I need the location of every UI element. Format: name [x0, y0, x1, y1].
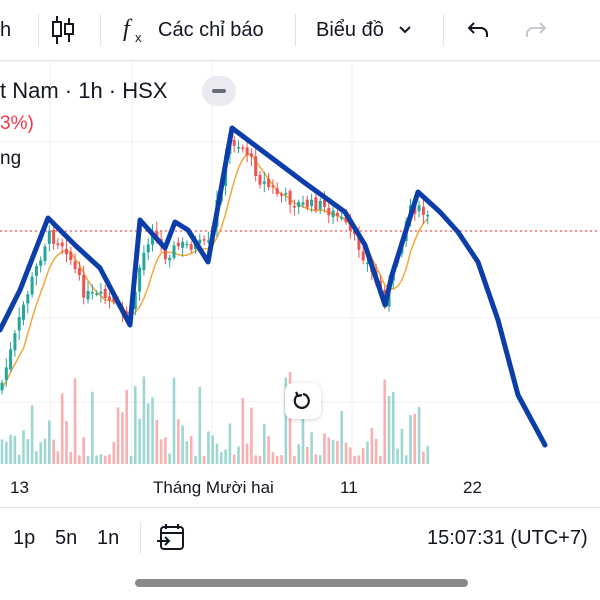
reset-icon [293, 391, 310, 409]
fx-icon: f x [123, 16, 142, 45]
interval-1d-button[interactable]: 1n [97, 508, 119, 568]
interval-label: 5n [55, 526, 78, 549]
chart-style-button[interactable] [50, 0, 76, 60]
svg-text:f: f [123, 16, 133, 42]
candlestick-icon [52, 16, 74, 44]
chevron-down-icon [399, 26, 411, 34]
change-percent: 3%) [0, 113, 34, 134]
time-label: 15:07:31 (UTC+7) [427, 526, 588, 549]
interval-label: 1n [97, 526, 120, 549]
goto-date-button[interactable] [156, 508, 186, 568]
interval-button-partial[interactable]: h [0, 0, 11, 60]
hand-drawn-trendline[interactable] [0, 125, 548, 448]
toolbar-divider [295, 14, 296, 46]
collapse-icon[interactable] [202, 76, 236, 106]
x-axis-label: Tháng Mười hai [153, 478, 274, 497]
toolbar-divider [140, 522, 141, 554]
goto-date-icon [157, 524, 184, 550]
moving-average-line [1, 153, 429, 390]
indicators-label: Các chỉ báo [158, 18, 264, 41]
undo-button[interactable] [466, 0, 490, 60]
candlesticks [0, 135, 430, 395]
svg-text:x: x [135, 30, 142, 45]
symbol-legend[interactable]: t Nam · 1h · HSX [0, 78, 168, 103]
chart-type-label: Biểu đồ [316, 18, 384, 41]
clock-timezone[interactable]: 15:07:31 (UTC+7) [427, 508, 588, 568]
interval-label: 1p [13, 526, 36, 549]
top-toolbar: h f x Các chỉ báo Biểu đồ [0, 0, 600, 61]
redo-icon [526, 22, 547, 37]
redo-button[interactable] [524, 0, 548, 60]
volume-bars [0, 371, 429, 464]
x-axis-label: 13 [10, 478, 29, 497]
x-axis-label: 11 [340, 478, 358, 497]
toolbar-divider [443, 14, 444, 46]
interval-5d-button[interactable]: 5n [55, 508, 77, 568]
chart-type-button[interactable]: Biểu đồ [316, 0, 412, 60]
undo-icon [467, 22, 488, 37]
bottom-toolbar: 1p 5n 1n 15:07:31 (UTC+7) [0, 507, 600, 568]
price-chart[interactable] [0, 61, 600, 506]
indicator-legend[interactable]: ng [0, 148, 22, 169]
toolbar-divider [38, 14, 39, 46]
home-indicator [135, 579, 468, 587]
interval-partial-label: h [0, 18, 12, 41]
toolbar-divider [100, 14, 101, 46]
reset-chart-button[interactable] [285, 383, 321, 419]
x-axis-label: 22 [463, 478, 482, 497]
indicators-button[interactable]: f x Các chỉ báo [122, 0, 264, 60]
interval-1m-button[interactable]: 1p [13, 508, 35, 568]
